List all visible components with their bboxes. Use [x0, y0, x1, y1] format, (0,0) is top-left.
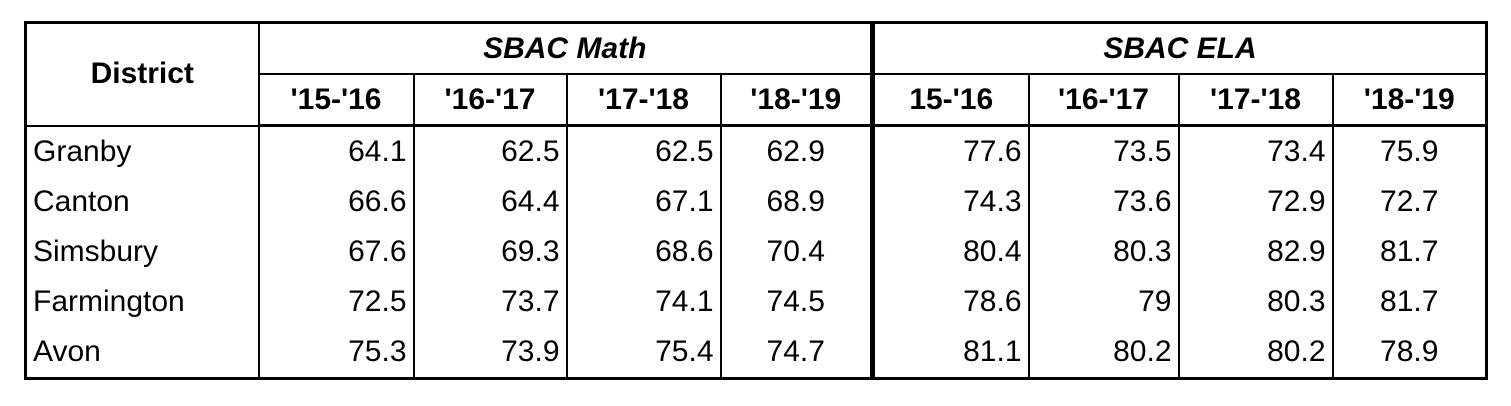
- score-cell: 70.4: [719, 227, 873, 277]
- score-cell: 72.5: [257, 277, 414, 327]
- data-row: Farmington 72.5 73.7 74.1 74.5 78.6 79 80.3 81.7: [24, 277, 1487, 327]
- score-cell: 74.1: [565, 277, 721, 327]
- score-cell: 66.6: [257, 177, 414, 227]
- district-cell: Simsbury: [24, 227, 259, 277]
- score-cell: 81.7: [1331, 277, 1487, 327]
- score-cell: 68.6: [565, 227, 721, 277]
- score-cell: 74.3: [870, 177, 1029, 227]
- score-cell: 75.9: [1331, 125, 1487, 177]
- score-cell: 62.5: [565, 125, 721, 177]
- year-header: 15-'16: [870, 74, 1029, 127]
- data-row: Canton 66.6 64.4 67.1 68.9 74.3 73.6 72.9 72.7: [24, 177, 1487, 227]
- year-header: '17-'18: [565, 74, 721, 127]
- score-cell: 81.1: [870, 327, 1029, 379]
- score-cell: 75.3: [257, 327, 414, 379]
- score-cell: 64.4: [412, 177, 567, 227]
- year-header: '17-'18: [1177, 74, 1333, 127]
- score-cell: 73.9: [412, 327, 567, 379]
- data-row: Simsbury 67.6 69.3 68.6 70.4 80.4 80.3 82.9 81.7: [24, 227, 1487, 277]
- score-cell: 64.1: [257, 125, 414, 177]
- group-header: SBAC ELA: [870, 22, 1487, 75]
- score-cell: 62.5: [412, 125, 567, 177]
- year-header: '15-'16: [257, 74, 414, 127]
- score-cell: 67.1: [565, 177, 721, 227]
- data-row: Granby 64.1 62.5 62.5 62.9 77.6 73.5 73.4 75.9: [24, 125, 1487, 177]
- score-cell: 73.7: [412, 277, 567, 327]
- year-header: '18-'19: [719, 74, 873, 127]
- district-cell: Farmington: [24, 277, 259, 327]
- score-cell: 68.9: [719, 177, 873, 227]
- score-cell: 81.7: [1331, 227, 1487, 277]
- district-cell: Canton: [24, 177, 259, 227]
- district-header: District: [24, 22, 259, 127]
- score-cell: 79: [1027, 277, 1179, 327]
- score-cell: 74.5: [719, 277, 873, 327]
- score-cell: 67.6: [257, 227, 414, 277]
- score-cell: 69.3: [412, 227, 567, 277]
- score-cell: 73.4: [1177, 125, 1333, 177]
- score-cell: 74.7: [719, 327, 873, 379]
- years-row: '15-'16'16-'17'17-'18'18-'19 15-'16'16-'1…: [26, 74, 1487, 127]
- scores-table: District SBAC Math SBAC ELA '15-'16'16-'17 '…: [24, 21, 1488, 380]
- score-cell: 62.9: [719, 125, 873, 177]
- score-cell: 80.3: [1177, 277, 1333, 327]
- district-cell: Granby: [24, 125, 259, 177]
- score-cell: 78.9: [1331, 327, 1487, 379]
- score-cell: 80.3: [1027, 227, 1179, 277]
- score-cell: 77.6: [870, 125, 1029, 177]
- score-cell: 82.9: [1177, 227, 1333, 277]
- year-header: '16-'17: [1027, 74, 1179, 127]
- year-header: '16-'17: [412, 74, 567, 127]
- group-header: SBAC Math: [257, 22, 873, 75]
- score-cell: 80.2: [1177, 327, 1333, 379]
- score-cell: 80.4: [870, 227, 1029, 277]
- score-cell: 73.6: [1027, 177, 1179, 227]
- score-cell: 72.7: [1331, 177, 1487, 227]
- district-cell: Avon: [24, 327, 259, 379]
- score-cell: 80.2: [1027, 327, 1179, 379]
- score-cell: 75.4: [565, 327, 721, 379]
- year-header: '18-'19: [1331, 74, 1487, 127]
- data-row: Avon 75.3 73.9 75.4 74.7 81.1 80.2 80.2 78.9: [24, 327, 1487, 379]
- score-cell: 78.6: [870, 277, 1029, 327]
- header-row: District SBAC Math SBAC ELA: [24, 22, 1487, 127]
- score-cell: 73.5: [1027, 125, 1179, 177]
- table-container: District SBAC Math SBAC ELA '15-'16'16-'17 '…: [24, 21, 1488, 380]
- score-cell: 72.9: [1177, 177, 1333, 227]
